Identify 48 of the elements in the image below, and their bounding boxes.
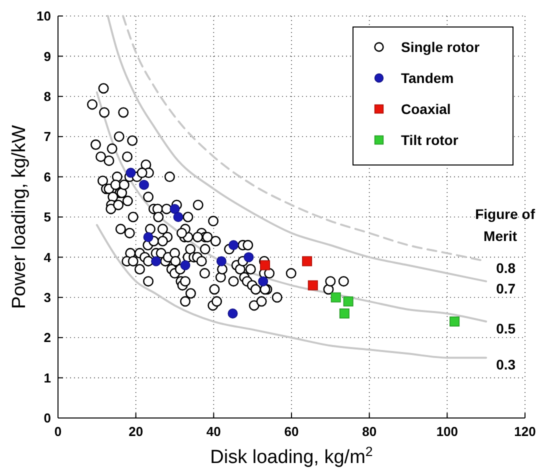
point (258, 276, 268, 286)
y-tick-label: 2 (44, 330, 51, 346)
point (343, 296, 354, 306)
legend-label: Coaxial (401, 100, 451, 117)
x-tick-label: 60 (284, 424, 299, 439)
point (180, 260, 190, 270)
y-tick-label: 7 (44, 129, 51, 144)
point (302, 256, 312, 266)
series-label: 0.5 (496, 320, 516, 337)
point (260, 260, 270, 270)
x-tick-label: 40 (206, 424, 221, 439)
x-axis-title: Disk loading, kg/m$^{2}$ (210, 444, 373, 468)
point (450, 316, 460, 327)
point (139, 180, 150, 190)
y-tick-label: 5 (44, 210, 51, 225)
legend-label: Tilt rotor (401, 132, 459, 148)
point (216, 256, 226, 266)
y-axis-title: Power loading, kg/kW (9, 125, 30, 309)
y-tick-label: 8 (44, 88, 51, 104)
y-tick-label: 9 (44, 48, 51, 64)
point (330, 292, 341, 302)
y-tick-label: 4 (44, 250, 52, 265)
point (143, 232, 154, 242)
annotation: Figure of Merit (475, 206, 536, 244)
point (126, 168, 136, 178)
y-tick-label: 6 (44, 169, 51, 184)
point (308, 280, 318, 290)
series-label: 0.7 (496, 280, 516, 296)
point (244, 252, 254, 262)
point (339, 308, 350, 318)
y-tick-label: 0 (44, 410, 51, 426)
point (228, 240, 239, 250)
y-tick-label: 10 (36, 8, 51, 24)
y-tick-label: 3 (44, 290, 51, 305)
x-tick-label: 120 (514, 424, 536, 439)
point (151, 256, 162, 266)
point (170, 204, 180, 214)
point (173, 212, 184, 222)
legend-label: Single rotor (401, 38, 480, 55)
point (228, 308, 238, 318)
series-label: 0.3 (496, 356, 516, 373)
x-tick-label: 80 (362, 424, 377, 439)
x-tick-label: 20 (128, 424, 144, 439)
legend-label: Tandem (401, 70, 454, 86)
x-tick-label: 0 (54, 424, 62, 439)
x-tick-label: 100 (436, 424, 458, 439)
y-tick-label: 1 (44, 370, 51, 386)
series-label: 0.8 (496, 260, 516, 276)
